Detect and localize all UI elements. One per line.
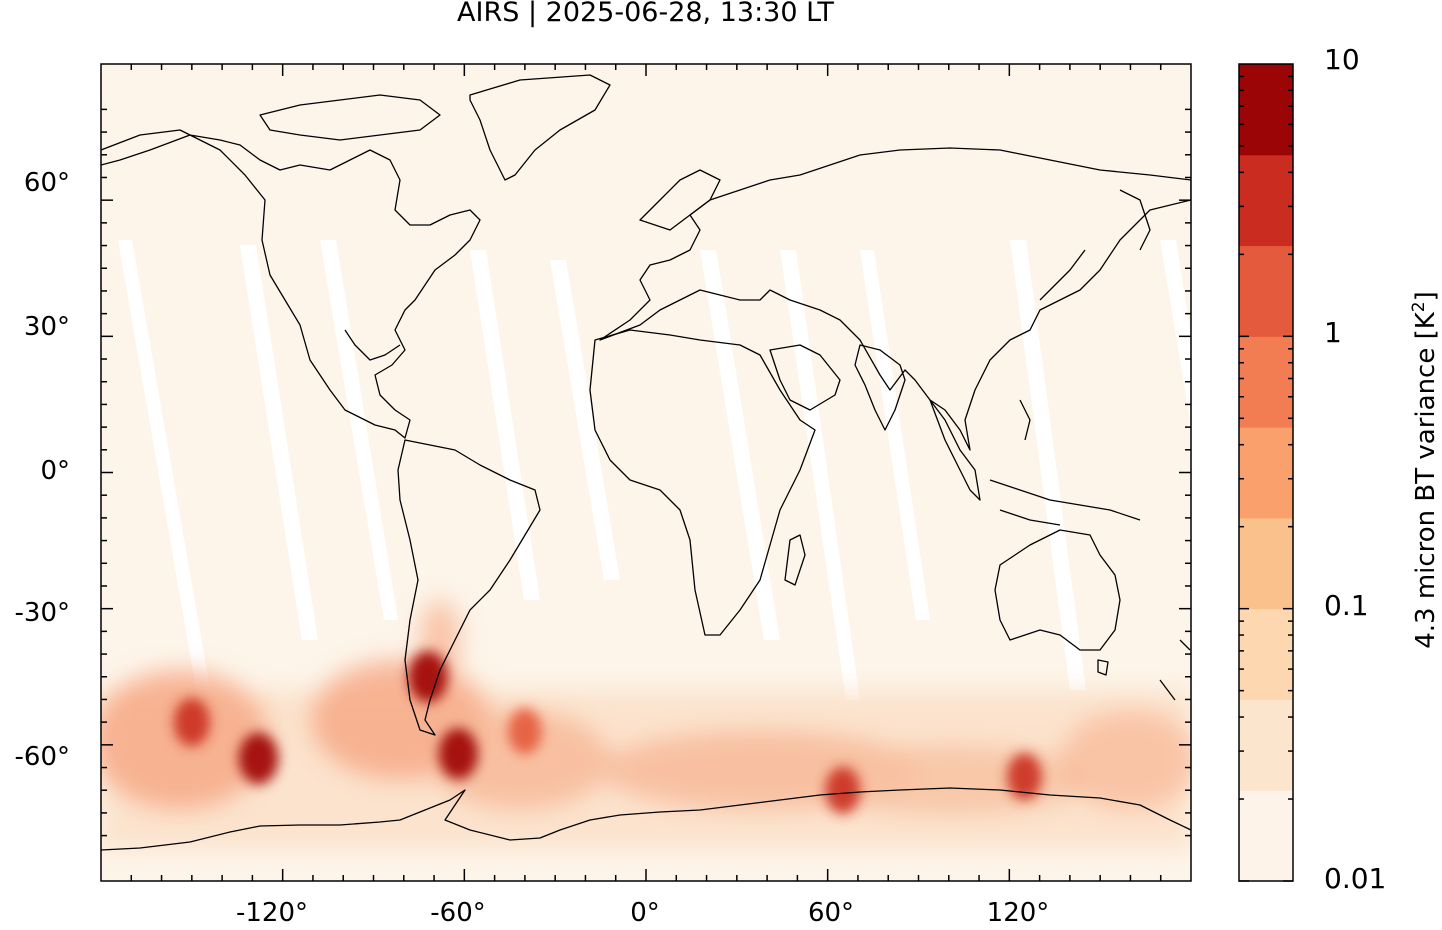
- lat-tick-0: 0°: [40, 456, 70, 486]
- colorbar-band: [1239, 790, 1293, 882]
- lon-tick-minus120: -120°: [235, 898, 308, 928]
- hotspot: [238, 732, 279, 785]
- colorbar-ticks: [1239, 75, 1293, 882]
- colorbar-title: 4.3 micron BT variance [K2]: [1409, 291, 1441, 649]
- colorbar-band: [1239, 336, 1293, 428]
- colorbar-title-text: 4.3 micron BT variance [K: [1410, 312, 1441, 649]
- colorbar-band: [1239, 245, 1293, 337]
- coast-arctic-islands: [259, 94, 441, 141]
- chart-title: AIRS | 2025-06-28, 13:30 LT: [457, 0, 834, 28]
- storm-track-band: [101, 600, 1191, 850]
- colorbar-band: [1239, 427, 1293, 519]
- colorbar-band: [1239, 517, 1293, 610]
- lon-tick-60: 60°: [807, 898, 855, 928]
- coast-india: [854, 344, 906, 431]
- colorbar-band: [1239, 64, 1293, 156]
- coast-gulf: [344, 329, 401, 361]
- coast-scandinavia: [639, 169, 721, 231]
- coast-australia: [994, 529, 1121, 651]
- coast-japan: [1039, 249, 1086, 301]
- lat-tick-minus30: -30°: [14, 598, 70, 628]
- colorbar-title-end: ]: [1410, 291, 1441, 302]
- hotspot: [1006, 752, 1043, 801]
- coast-antarctica: [101, 787, 1191, 851]
- swath-gaps: [118, 240, 1190, 700]
- lon-tick-0: 0°: [630, 898, 660, 928]
- hotspots: [173, 651, 1043, 814]
- coast-philippines: [1019, 399, 1031, 441]
- axis-ticks: [101, 64, 1191, 881]
- coast-new-zealand: [1159, 639, 1191, 701]
- hotspot: [408, 651, 448, 703]
- lon-tick-120: 120°: [986, 898, 1050, 928]
- colorbar: [1239, 64, 1293, 882]
- colorbar-label-1: 1: [1324, 316, 1342, 349]
- colorbar-title-sup: 2: [1409, 301, 1430, 313]
- coast-tasmania: [1097, 659, 1109, 676]
- colorbar-frame: [1238, 63, 1294, 882]
- lat-tick-60: 60°: [23, 168, 70, 198]
- coastlines: [101, 74, 1191, 851]
- colorbar-label-10: 10: [1324, 43, 1360, 76]
- coast-arabia: [769, 344, 841, 411]
- coast-south-america: [397, 439, 541, 736]
- lon-tick-minus60: -60°: [430, 898, 486, 928]
- coast-indonesia: [989, 479, 1141, 526]
- coast-se-asia: [929, 399, 981, 501]
- hotspot: [438, 728, 479, 780]
- hotspot: [825, 766, 861, 814]
- hotspot: [173, 697, 211, 747]
- coast-madagascar: [784, 534, 806, 586]
- lat-tick-30: 30°: [23, 312, 70, 342]
- coast-north-america: [101, 129, 481, 439]
- coast-africa: [589, 329, 816, 636]
- lat-tick-minus60: -60°: [14, 742, 70, 772]
- colorbar-label-0-01: 0.01: [1324, 862, 1387, 895]
- hotspot: [508, 708, 542, 755]
- colorbar-band: [1239, 608, 1293, 700]
- colorbar-band: [1239, 154, 1293, 247]
- colorbar-band: [1239, 699, 1293, 791]
- colorbar-label-0-1: 0.1: [1324, 589, 1369, 622]
- coast-kamchatka: [1119, 189, 1151, 251]
- coast-greenland: [469, 74, 611, 181]
